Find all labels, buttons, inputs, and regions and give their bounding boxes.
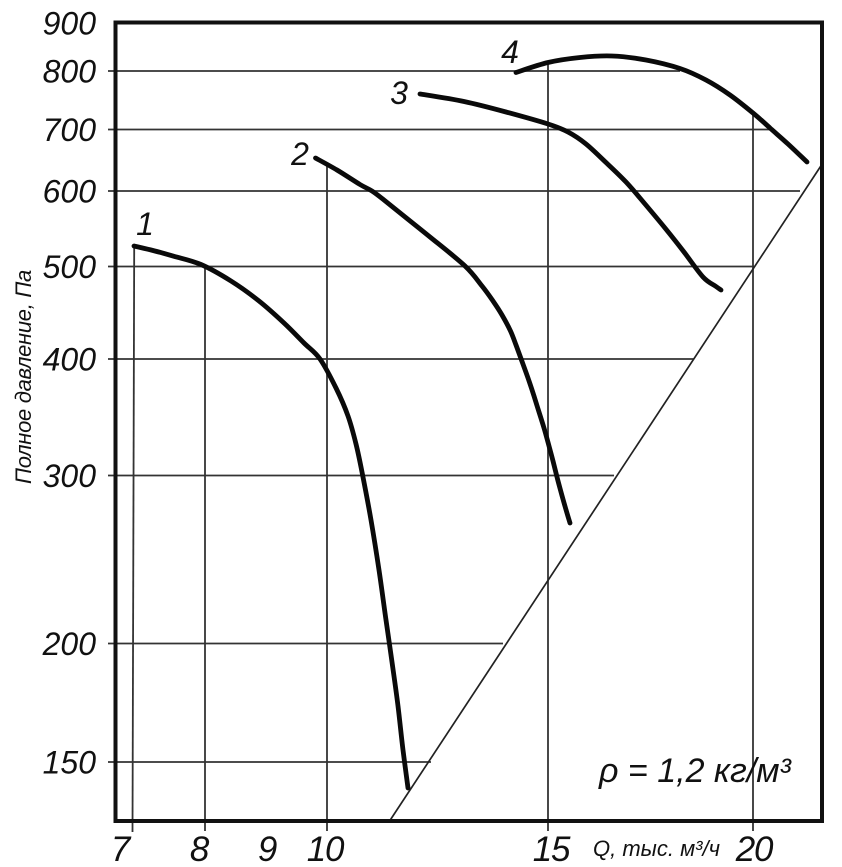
svg-text:4: 4 (501, 34, 519, 70)
svg-text:Полное давление, Па: Полное давление, Па (11, 270, 36, 484)
svg-text:2: 2 (290, 136, 309, 172)
svg-text:8: 8 (190, 830, 210, 867)
svg-text:800: 800 (43, 54, 97, 90)
svg-text:15: 15 (533, 830, 571, 867)
svg-text:400: 400 (43, 342, 97, 378)
svg-text:7: 7 (111, 830, 132, 867)
svg-text:Q, тыс. м³/ч: Q, тыс. м³/ч (593, 836, 720, 861)
svg-text:1: 1 (136, 206, 154, 242)
svg-text:150: 150 (43, 745, 97, 781)
svg-text:9: 9 (258, 830, 277, 867)
svg-text:500: 500 (43, 249, 97, 285)
svg-text:10: 10 (307, 830, 345, 867)
svg-text:600: 600 (43, 174, 97, 210)
svg-text:900: 900 (43, 6, 97, 42)
svg-text:300: 300 (43, 458, 97, 494)
svg-text:700: 700 (43, 112, 97, 148)
svg-text:20: 20 (735, 830, 774, 867)
svg-text:200: 200 (42, 626, 97, 662)
svg-text:3: 3 (390, 75, 408, 111)
svg-text:ρ = 1,2 кг/м³: ρ = 1,2 кг/м³ (598, 752, 793, 790)
